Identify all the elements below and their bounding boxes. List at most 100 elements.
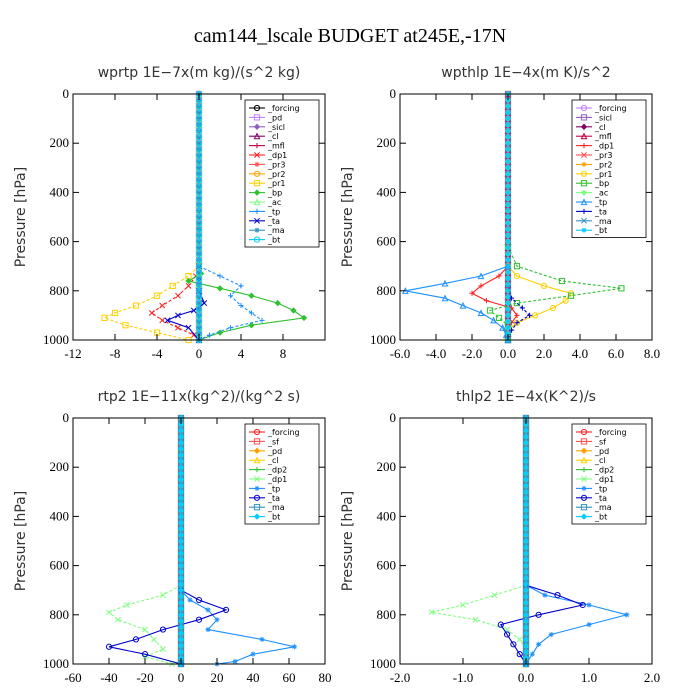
panel-title: wpthlp 1E−4x(m K)/s^2: [441, 65, 610, 81]
chart-panel-4: thlp2 1E−4x(K^2)/s Pressure [hPa] -2.0 -1.0…: [340, 389, 660, 685]
series-line-dp1: [107, 584, 182, 665]
data-point: [177, 507, 185, 514]
data-point: [516, 651, 523, 658]
legend: _forcing_pd_sicl_cl_mfl_dp1_pr3_pr2_pr1_…: [244, 99, 320, 248]
data-point: [177, 562, 185, 569]
data-point: [527, 312, 533, 318]
series-markers-dp1: [148, 263, 202, 343]
data-point: [206, 332, 213, 338]
x-tick-label: -60: [64, 670, 81, 685]
data-point: [522, 648, 530, 655]
y-axis-label: Pressure [hPa]: [340, 167, 356, 267]
data-point: [505, 269, 511, 275]
data-point: [522, 550, 530, 557]
data-point: [522, 537, 530, 545]
x-tick-label: 80: [319, 670, 332, 685]
data-point: [505, 152, 511, 159]
y-tick-label: 400: [50, 508, 70, 523]
data-point: [300, 314, 308, 322]
legend-box: [571, 99, 647, 239]
legend-label: _forcing: [594, 428, 627, 437]
data-point: [505, 140, 511, 146]
data-point: [177, 568, 185, 575]
y-tick-label: 200: [377, 459, 397, 474]
data-point: [177, 519, 185, 526]
data-point: [505, 282, 511, 288]
panel-title: thlp2 1E−4x(K^2)/s: [456, 389, 596, 405]
data-point: [195, 109, 203, 116]
data-point: [505, 306, 511, 312]
data-point: [428, 609, 435, 616]
data-point: [522, 433, 530, 440]
data-point: [169, 282, 176, 289]
legend: _forcing_sicl_cl_mfl_dp1_pr3_pr2_pr1_bp_…: [571, 99, 647, 239]
data-point: [505, 189, 511, 195]
data-point: [195, 189, 203, 196]
data-point: [177, 433, 185, 440]
data-point: [205, 607, 211, 613]
x-tick-label: -4: [152, 346, 163, 361]
data-point: [195, 177, 203, 184]
data-point: [177, 457, 185, 465]
plot-frame: [399, 93, 653, 341]
data-point: [185, 282, 192, 289]
data-point: [177, 630, 185, 637]
data-point: [505, 251, 511, 257]
legend-marker: [253, 513, 261, 520]
data-point: [217, 273, 223, 279]
data-point: [196, 251, 202, 257]
data-point: [522, 642, 530, 649]
data-point: [529, 651, 535, 657]
data-point: [153, 292, 161, 299]
legend-label: _bt: [594, 226, 607, 235]
data-point: [522, 636, 530, 643]
data-point: [195, 293, 203, 301]
data-point: [505, 220, 511, 226]
data-point: [250, 651, 256, 657]
data-point: [522, 605, 530, 612]
legend-marker: [580, 189, 588, 196]
legend: _forcing_sf_pd_cl_dp2_dp1_tp_ta_ma_bt: [244, 423, 320, 525]
data-point: [177, 476, 185, 483]
data-point: [159, 302, 166, 309]
data-point: [177, 470, 185, 477]
data-point: [522, 623, 530, 631]
data-point: [195, 195, 203, 202]
legend-marker: [253, 504, 261, 511]
data-point: [531, 312, 539, 319]
data-point: [195, 300, 203, 307]
data-point: [196, 220, 202, 226]
series-line-ta: [499, 584, 585, 665]
data-point: [177, 488, 185, 495]
data-point: [105, 643, 113, 650]
data-point: [115, 616, 121, 623]
data-point: [522, 439, 530, 446]
y-tick-label: 0: [63, 410, 70, 425]
legend-label: _ta: [594, 207, 607, 216]
legend-label: _pr1: [267, 179, 285, 188]
data-point: [274, 299, 281, 307]
data-point: [164, 317, 171, 324]
series-line-ta: [108, 589, 228, 665]
data-point: [495, 314, 503, 321]
data-point: [195, 127, 203, 134]
data-point: [124, 602, 130, 608]
data-point: [497, 621, 504, 628]
data-point: [177, 525, 185, 532]
legend-marker: [580, 114, 588, 121]
data-point: [522, 525, 530, 532]
data-point: [160, 592, 166, 599]
data-point: [549, 304, 557, 312]
legend-label: _bt: [594, 513, 607, 522]
data-point: [195, 152, 203, 159]
data-point: [505, 165, 511, 171]
data-point: [522, 482, 530, 489]
data-point: [177, 611, 185, 618]
y-tick-label: 0: [390, 410, 397, 425]
data-point: [195, 263, 203, 270]
series-line-pr1: [507, 265, 572, 340]
data-point: [554, 592, 561, 599]
legend-label: _pd: [594, 447, 609, 456]
data-point: [618, 285, 625, 292]
y-tick-label: 400: [50, 184, 70, 199]
